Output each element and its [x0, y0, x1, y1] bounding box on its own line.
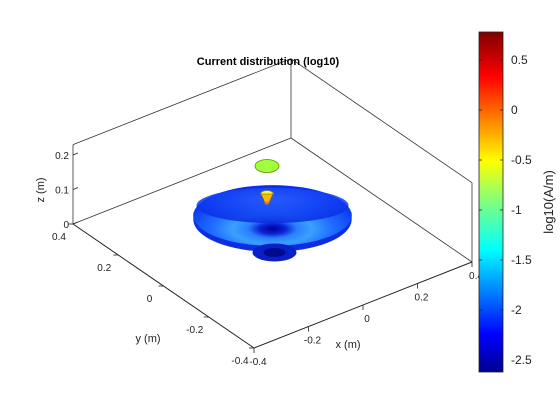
colorbar-label: log10(A/m) [541, 170, 556, 234]
colorbar-tick-label: -1 [511, 203, 522, 217]
colorbar-ticks: 0.5 0 -0.5 -1 -1.5 -2 -2.5 [479, 53, 532, 367]
z-tick-label: 0 [63, 220, 69, 231]
dish-spot-core [263, 247, 286, 257]
surface-layer [193, 159, 352, 262]
x-tick-label: 0.4 [469, 271, 483, 282]
x-tick-label: -0.4 [249, 357, 267, 368]
chart-title: Current distribution (log10) [197, 56, 340, 68]
x-tick-label: 0 [364, 314, 370, 325]
z-axis-label: z (m) [35, 177, 47, 202]
colorbar-tick-label: -2.5 [511, 353, 532, 367]
y-axis-label: y (m) [135, 333, 160, 345]
colorbar-tick-label: 0 [511, 103, 518, 117]
y-tick-label: -0.2 [186, 325, 204, 336]
colorbar-gradient [478, 31, 504, 373]
box-top-right-edge [290, 58, 473, 183]
box-floor-right-edge [290, 137, 473, 263]
axes-box-back [72, 58, 473, 263]
y-tick-label: 0.4 [52, 232, 66, 243]
colorbar-tick-label: -1.5 [511, 253, 532, 267]
colorbar: 0.5 0 -0.5 -1 -1.5 -2 -2.5 log10(A/m) [478, 31, 556, 373]
z-tick-label: 0.2 [55, 151, 69, 162]
x-tick-label: 0.2 [415, 293, 429, 304]
z-tick-mark [72, 221, 79, 225]
box-floor-back-edge [72, 137, 292, 225]
y-tick-label: -0.4 [231, 356, 249, 367]
y-tick-label: 0 [147, 294, 153, 305]
x-tick-label: -0.2 [304, 336, 322, 347]
z-tick-mark [72, 152, 79, 156]
feed-cone-tip [264, 201, 270, 205]
colorbar-tick-label: -0.5 [511, 153, 532, 167]
dish-rim-shade [196, 187, 349, 224]
y-tick-label: 0.2 [97, 263, 111, 274]
tick-layer: -0.4 -0.2 0 0.2 0.4 0.4 0.2 0 -0.2 -0.4 0 0.1 0.2 [52, 151, 483, 368]
z-tick-mark [72, 187, 79, 190]
x-axis-label: x (m) [335, 339, 360, 351]
box-top-back-edge [72, 58, 292, 146]
feed-disc [254, 159, 280, 173]
colorbar-tick-label: -2 [511, 303, 522, 317]
z-tick-label: 0.1 [55, 186, 69, 197]
colorbar-tick-label: 0.5 [511, 53, 528, 67]
